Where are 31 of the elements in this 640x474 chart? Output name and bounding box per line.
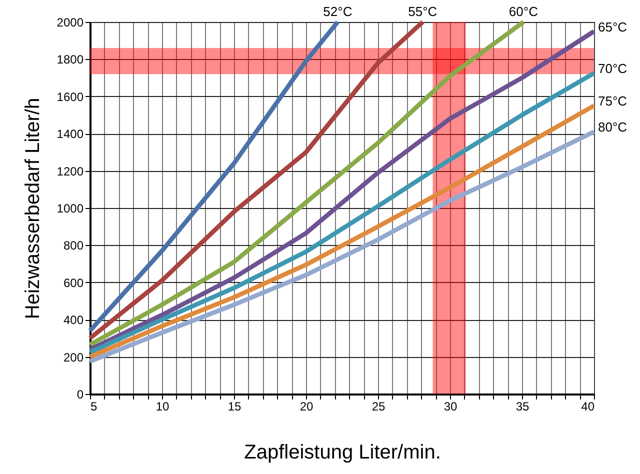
series-label: 55°C bbox=[408, 4, 438, 19]
x-tick-label: 15 bbox=[228, 400, 242, 414]
x-tick-label: 40 bbox=[581, 400, 595, 414]
y-axis-title: Heizwasserbedarf Liter/h bbox=[22, 98, 44, 320]
y-tick-label: 0 bbox=[76, 388, 84, 402]
line-series bbox=[88, 20, 340, 334]
x-tick-label: 20 bbox=[300, 400, 314, 414]
y-tick-label: 200 bbox=[63, 350, 84, 364]
series-label: 75°C bbox=[598, 94, 628, 109]
line-series bbox=[88, 20, 526, 347]
y-tick-label: 1200 bbox=[56, 164, 84, 178]
y-tick-label: 800 bbox=[63, 238, 84, 253]
series-label: 70°C bbox=[598, 61, 628, 76]
series-label: 52°C bbox=[323, 4, 352, 19]
y-tick-label: 600 bbox=[63, 276, 84, 290]
series-label: 80°C bbox=[598, 120, 628, 135]
line-series bbox=[88, 20, 425, 340]
x-tick-label: 25 bbox=[372, 400, 386, 414]
y-tick-label: 1600 bbox=[56, 90, 84, 104]
y-tick-label: 1400 bbox=[56, 127, 84, 142]
x-tick-label: 10 bbox=[156, 400, 170, 414]
series-label: 65°C bbox=[598, 19, 628, 34]
series-label: 60°C bbox=[508, 4, 538, 19]
x-tick-label: 5 bbox=[90, 400, 98, 414]
y-tick-label: 1000 bbox=[56, 202, 84, 216]
y-tick-label: 2000 bbox=[56, 16, 84, 30]
x-tick-label: 30 bbox=[444, 400, 458, 414]
x-tick-label: 35 bbox=[516, 400, 530, 414]
x-axis-title: Zapfleistung Liter/min. bbox=[244, 442, 441, 464]
y-tick-label: 400 bbox=[63, 313, 84, 328]
y-tick-label: 1800 bbox=[56, 52, 84, 67]
